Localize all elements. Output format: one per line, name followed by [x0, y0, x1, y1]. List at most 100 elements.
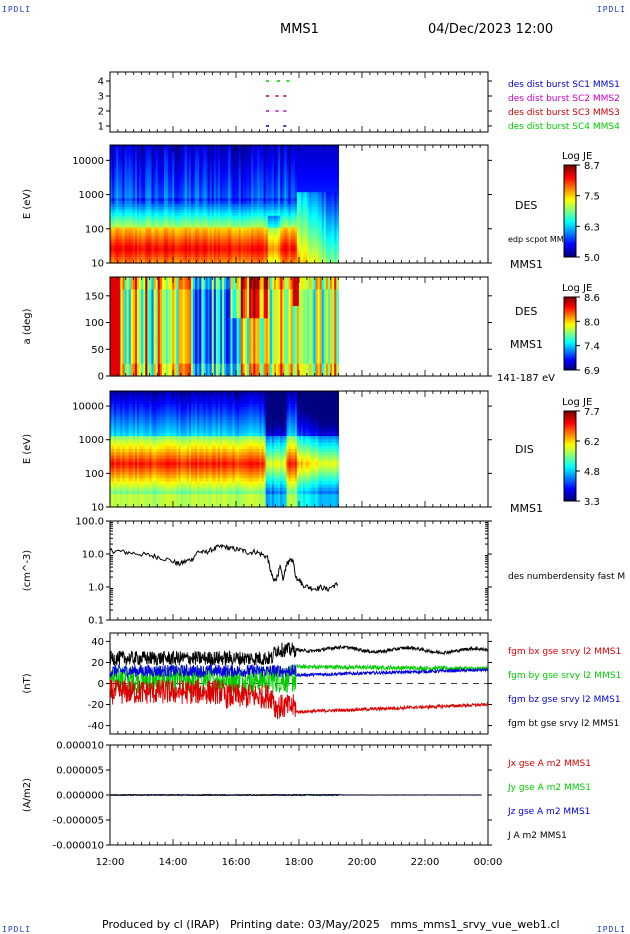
- spectrogram-cell: [288, 177, 292, 181]
- spectrogram-cell: [116, 242, 119, 246]
- spectrogram-cell: [155, 198, 159, 202]
- spectrogram-cell: [207, 156, 211, 161]
- spectrogram-cell: [112, 310, 115, 315]
- colorbar-cell: [564, 176, 576, 180]
- spectrogram-cell: [139, 150, 142, 155]
- spectrogram-cell: [116, 209, 119, 214]
- spectrogram-cell: [151, 174, 155, 179]
- spectrogram-cell: [122, 251, 126, 255]
- spectrogram-cell: [290, 218, 294, 223]
- spectrogram-cell: [213, 147, 217, 152]
- spectrogram-cell: [161, 227, 165, 232]
- spectrogram-cell: [141, 168, 144, 173]
- spectrogram-cell: [224, 195, 227, 199]
- spectrogram-cell: [321, 174, 325, 179]
- spectrogram-cell: [197, 153, 200, 158]
- spectrogram-cell: [265, 195, 269, 199]
- spectrogram-cell: [327, 227, 331, 232]
- spectrogram-cell: [217, 206, 221, 211]
- spectrogram-cell: [215, 171, 219, 176]
- spectrogram-cell: [180, 150, 184, 155]
- spectrogram-cell: [303, 147, 306, 152]
- spectrogram-cell: [305, 183, 308, 187]
- spectrogram-cell: [261, 189, 265, 193]
- spectrogram-cell: [110, 162, 113, 167]
- spectrogram-cell: [211, 233, 215, 238]
- spectrogram-cell: [118, 201, 121, 205]
- spectrogram-cell: [128, 245, 132, 249]
- spectrogram-cell: [253, 183, 256, 187]
- spectrogram-cell: [255, 215, 259, 220]
- spectrogram-cell: [112, 156, 115, 161]
- spectrogram-cell: [139, 159, 142, 164]
- spectrogram-cell: [261, 206, 265, 211]
- spectrogram-cell: [153, 195, 157, 199]
- spectrogram-cell: [151, 245, 155, 249]
- spectrogram-cell: [244, 153, 248, 158]
- spectrogram-cell: [134, 322, 138, 328]
- spectrogram-cell: [114, 206, 117, 211]
- spectrogram-cell: [180, 260, 184, 264]
- spectrogram-cell: [128, 233, 132, 238]
- spectrogram-cell: [319, 257, 323, 261]
- spectrogram-cell: [244, 206, 248, 211]
- spectrogram-cell: [284, 198, 288, 202]
- spectrogram-cell: [309, 147, 312, 152]
- spectrogram-cell: [234, 162, 238, 167]
- spectrogram-cell: [267, 257, 271, 261]
- colorbar-tick-label: 7.5: [584, 192, 600, 203]
- spectrogram-cell: [317, 165, 321, 170]
- spectrogram-cell: [172, 168, 175, 173]
- spectrogram-cell: [247, 215, 250, 220]
- spectrogram-cell: [301, 215, 304, 220]
- spectrogram-cell: [282, 186, 285, 190]
- spectrogram-cell: [315, 177, 319, 181]
- spectrogram-cell: [147, 230, 151, 235]
- spectrogram-cell: [141, 239, 144, 243]
- spectrogram-cell: [116, 150, 119, 155]
- colorbar-tick-label: 6.3: [584, 222, 600, 233]
- spectrogram-cell: [269, 153, 273, 158]
- spectrogram-cell: [247, 212, 250, 217]
- spectrogram-cell: [124, 230, 128, 235]
- spectrogram-cell: [193, 177, 196, 181]
- spectrogram-cell: [226, 145, 229, 149]
- spectrogram-cell: [136, 195, 140, 199]
- spectrogram-cell: [220, 198, 223, 202]
- spectrogram-cell: [230, 153, 234, 158]
- spectrogram-cell: [132, 236, 136, 240]
- spectrogram-cell: [284, 254, 288, 258]
- spectrogram-cell: [330, 260, 333, 264]
- spectrogram-cell: [201, 171, 205, 176]
- spectrogram-cell: [178, 260, 182, 264]
- spectrogram-cell: [234, 245, 238, 249]
- spectrogram-cell: [184, 189, 188, 193]
- spectrogram-cell: [116, 186, 119, 190]
- spectrogram-cell: [315, 221, 319, 226]
- spectrogram-cell: [174, 168, 178, 173]
- spectrogram-cell: [195, 171, 198, 176]
- spectrogram-cell: [114, 224, 117, 229]
- spectrogram-cell: [234, 189, 238, 193]
- spectrogram-cell: [159, 251, 163, 255]
- spectrogram-cell: [296, 198, 300, 202]
- spectrogram-cell: [184, 195, 188, 199]
- spectrogram-cell: [136, 159, 140, 164]
- spectrogram-cell: [298, 221, 302, 226]
- spectrogram-cell: [317, 239, 321, 243]
- spectrogram-cell: [120, 248, 124, 252]
- spectrogram-cell: [182, 206, 186, 211]
- spectrogram-cell: [134, 156, 138, 161]
- spectrogram-cell: [178, 150, 182, 155]
- spectrogram-cell: [124, 215, 128, 220]
- spectrogram-cell: [317, 180, 321, 184]
- spectrogram-cell: [209, 156, 213, 161]
- spectrogram-cell: [193, 159, 196, 164]
- spectrogram-cell: [269, 230, 273, 235]
- spectrogram-cell: [307, 153, 310, 158]
- spectrogram-cell: [176, 224, 180, 229]
- spectrogram-cell: [197, 174, 200, 179]
- spectrogram-cell: [141, 221, 144, 226]
- spectrogram-cell: [134, 221, 138, 226]
- spectrogram-cell: [193, 156, 196, 161]
